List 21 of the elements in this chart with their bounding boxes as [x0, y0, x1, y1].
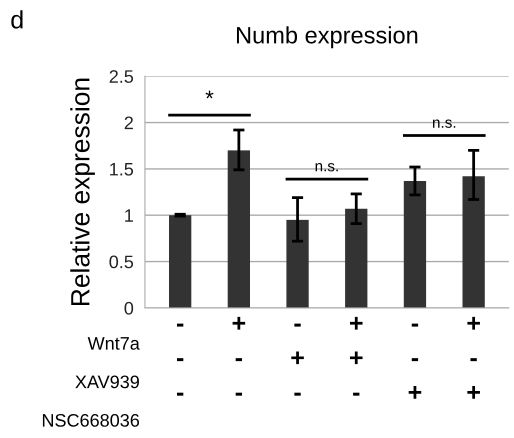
chart-title: Numb expression	[236, 26, 418, 48]
text: Wnt7a	[88, 337, 140, 350]
text: NSC668036	[42, 414, 140, 427]
y-tick-label: 2.5	[110, 70, 134, 83]
annotation: *	[206, 90, 214, 98]
category-label: + - -	[232, 316, 246, 396]
y-tick-label: 2	[124, 116, 133, 130]
y-tick-label: 0.5	[109, 256, 134, 268]
x-tick-label: + - +	[467, 316, 480, 399]
y-axis-title: Relative expression	[70, 78, 95, 306]
x-tick-label: + + -	[350, 316, 363, 396]
text: XAV939	[75, 375, 139, 388]
category-label: - - -	[176, 324, 184, 396]
y-tick-label: 0	[124, 302, 134, 315]
x-tick-label: - + -	[291, 324, 304, 396]
y-tick-label: 1	[125, 209, 133, 222]
annotation: n.s.	[316, 163, 338, 172]
annotation: n.s.	[433, 120, 456, 128]
text: d	[11, 10, 23, 29]
y-tick-label: 1.5	[110, 163, 134, 176]
category-label: - - +	[408, 324, 422, 399]
